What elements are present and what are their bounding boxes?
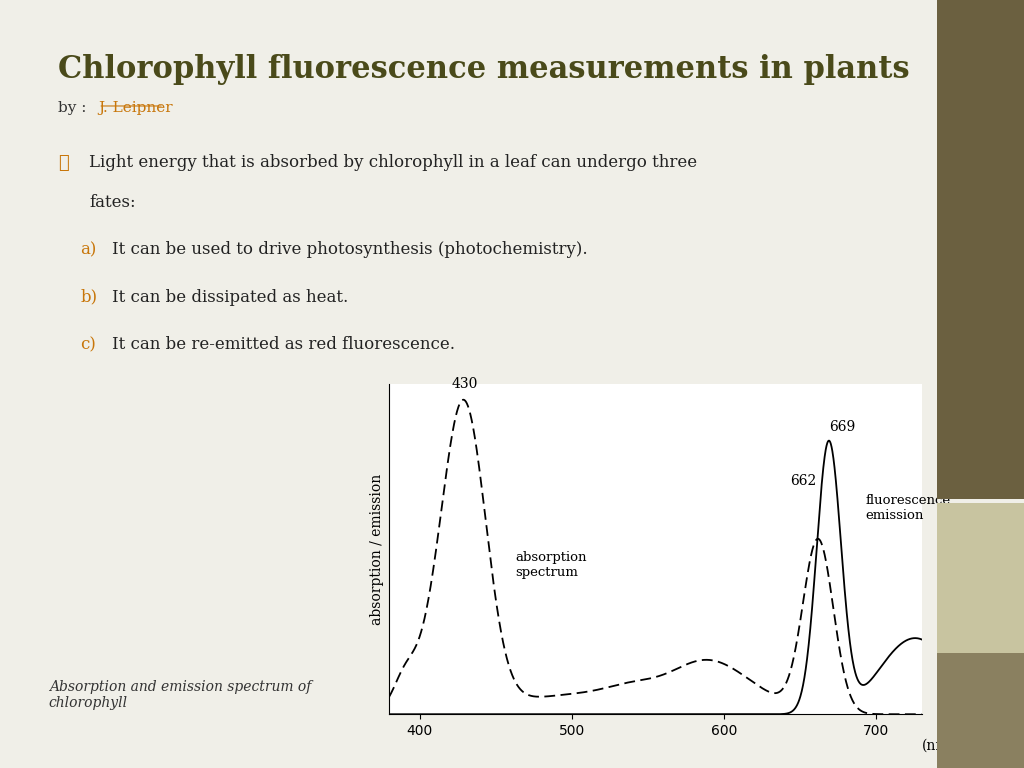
Text: by :: by : (57, 101, 91, 115)
Text: b): b) (80, 289, 97, 306)
Text: fluorescence
emission: fluorescence emission (865, 494, 950, 522)
Text: Absorption and emission spectrum of
chlorophyll: Absorption and emission spectrum of chlo… (49, 680, 311, 710)
Text: 662: 662 (790, 474, 816, 488)
Text: Chlorophyll fluorescence measurements in plants: Chlorophyll fluorescence measurements in… (57, 54, 909, 84)
Text: c): c) (80, 336, 96, 353)
Text: It can be dissipated as heat.: It can be dissipated as heat. (112, 289, 348, 306)
Text: J. Leipner: J. Leipner (98, 101, 173, 115)
Text: It can be used to drive photosynthesis (photochemistry).: It can be used to drive photosynthesis (… (112, 241, 588, 258)
Text: a): a) (80, 241, 96, 258)
Text: fates:: fates: (89, 194, 136, 210)
Text: 430: 430 (452, 377, 478, 392)
Text: It can be re-emitted as red fluorescence.: It can be re-emitted as red fluorescence… (112, 336, 455, 353)
Text: 669: 669 (828, 420, 855, 435)
Text: (nm): (nm) (922, 739, 954, 753)
Text: Light energy that is absorbed by chlorophyll in a leaf can undergo three: Light energy that is absorbed by chlorop… (89, 154, 697, 170)
Text: absorption
spectrum: absorption spectrum (515, 551, 587, 579)
Y-axis label: absorption / emission: absorption / emission (370, 474, 384, 624)
Text: ❖: ❖ (57, 154, 69, 171)
